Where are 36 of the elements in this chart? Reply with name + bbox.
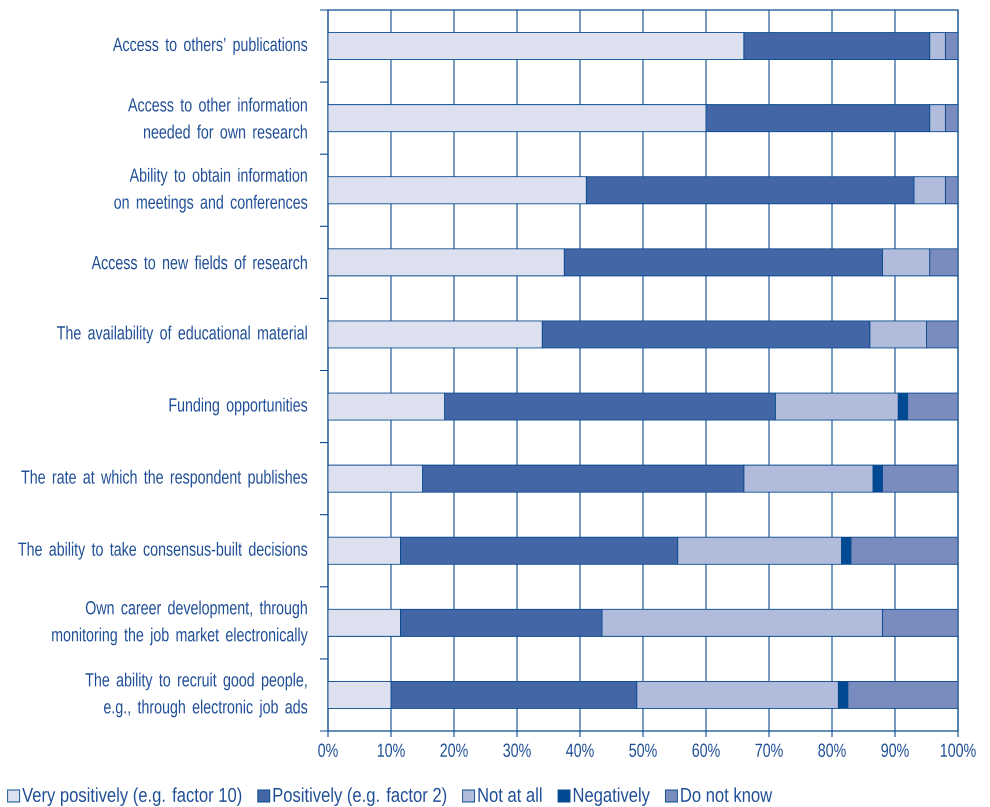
bar — [328, 392, 445, 421]
legend-label: Not at all — [478, 787, 542, 802]
x-tick-label: 60% — [692, 744, 720, 757]
y-tick-label: The rate at which the respondent publishes — [21, 470, 308, 488]
bar — [328, 608, 401, 637]
y-tick-label: The availability of educational material — [57, 326, 307, 344]
x-tick-label: 90% — [881, 744, 909, 757]
y-tick-label: The ability to recruit good people, e.g., through electronic job ads — [86, 672, 308, 718]
y-tick-label: Access to other information needed for own research — [128, 98, 307, 139]
x-tick-label: 80% — [818, 744, 846, 757]
y-tick-label: The ability to take consensus-built decisions — [18, 542, 308, 560]
x-tick-label: 50% — [629, 744, 657, 757]
bar — [328, 536, 401, 565]
x-tick-label: 20% — [440, 744, 468, 757]
bar — [328, 464, 423, 493]
legend-label: Very positively (e.g. factor 10) — [22, 787, 242, 806]
x-tick-label: 40% — [566, 744, 594, 757]
y-tick-label: Access to others’ publications — [112, 37, 308, 55]
x-tick-label: 100% — [940, 744, 976, 757]
y-tick-label: Funding opportunities — [170, 398, 308, 416]
y-tick-label: Own career development, through monitoring the job market electronically — [52, 600, 308, 646]
bar — [328, 320, 543, 348]
bar — [328, 680, 392, 709]
x-tick-label: 70% — [755, 744, 783, 757]
bar — [328, 32, 744, 60]
x-tick-label: 30% — [503, 744, 531, 757]
legend-label: Do not know — [681, 787, 772, 802]
y-tick-label: Access to new fields of research — [92, 255, 307, 270]
bar — [328, 248, 565, 276]
legend-label: Positively (e.g. factor 2) — [274, 787, 446, 806]
y-tick-label: Ability to obtain information on meetings and conferences — [114, 168, 308, 213]
x-tick-label: 10% — [378, 744, 405, 757]
bar — [328, 104, 706, 132]
bar — [328, 176, 587, 204]
legend-label: Negatively — [574, 787, 650, 806]
x-tick-label: 0% — [318, 744, 338, 757]
